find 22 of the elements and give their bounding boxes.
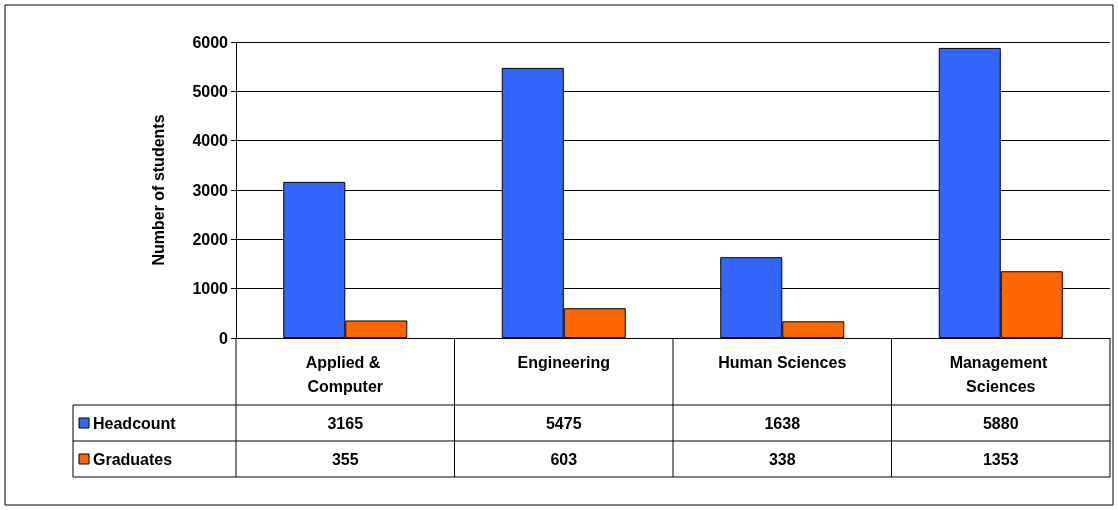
- y-tick-label: 2000: [192, 230, 229, 248]
- x-tick-label: Management Sciences: [949, 353, 1052, 395]
- data-label: 5475: [545, 414, 582, 432]
- data-label: 1353: [982, 450, 1019, 468]
- legend-label: Headcount: [93, 414, 177, 432]
- y-tick-label: 4000: [192, 132, 229, 150]
- y-tick-label: 1000: [192, 280, 229, 298]
- y-tick-label: 5000: [192, 82, 229, 100]
- x-tick-label: Applied & Computer: [305, 353, 385, 395]
- y-tick-label: 0: [219, 329, 229, 347]
- y-tick-label: 6000: [192, 33, 229, 51]
- y-axis-title: Number of students: [149, 114, 167, 266]
- data-label: 1638: [764, 414, 801, 432]
- data-label: 355: [331, 450, 359, 468]
- y-tick-label: 3000: [192, 181, 229, 199]
- data-label: 603: [550, 450, 578, 468]
- data-label: 3165: [327, 414, 364, 432]
- data-label: 338: [768, 450, 796, 468]
- data-label: 5880: [982, 414, 1019, 432]
- legend-label: Graduates: [93, 450, 173, 468]
- x-tick-label: Human Sciences: [718, 353, 847, 371]
- x-tick-label: Engineering: [517, 353, 610, 371]
